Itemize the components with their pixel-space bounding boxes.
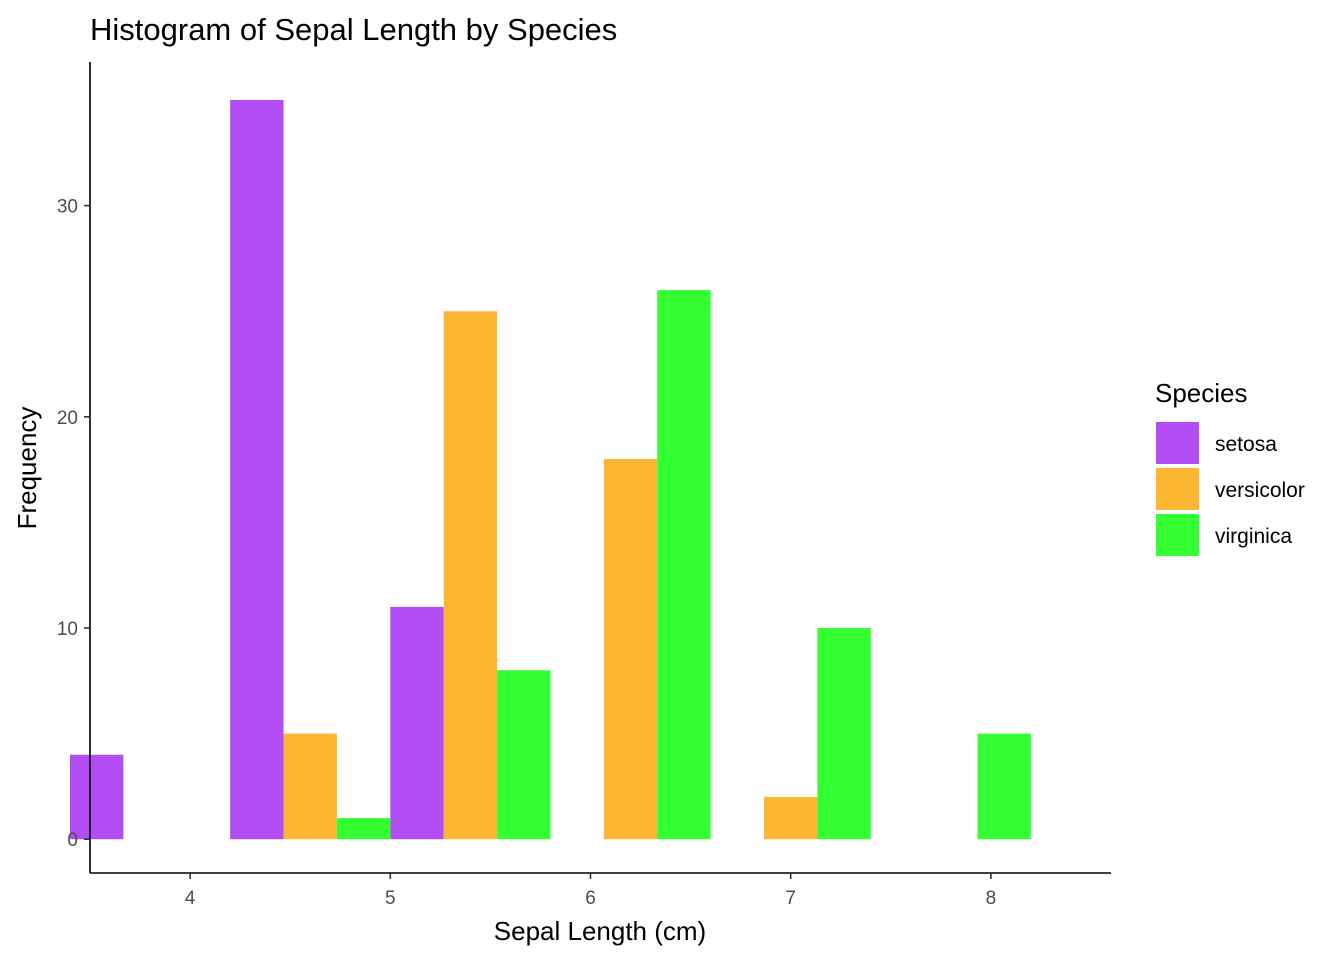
bar-setosa-4.6 — [230, 100, 284, 840]
y-tick-label: 30 — [57, 197, 78, 218]
bar-setosa-5.4 — [390, 606, 444, 840]
bar-versicolor-4.6 — [283, 733, 337, 840]
y-axis-title: Frequency — [12, 407, 42, 530]
x-tick-label: 4 — [185, 888, 196, 909]
legend-swatch-virginica — [1156, 514, 1199, 556]
x-axis-title: Sepal Length (cm) — [494, 916, 706, 946]
y-tick-label: 0 — [67, 830, 78, 851]
y-tick-label: 20 — [57, 408, 78, 429]
y-tick-label: 10 — [57, 619, 78, 640]
x-axis-ticks: 4 5 6 7 8 — [185, 873, 996, 909]
legend-label-versicolor: versicolor — [1215, 479, 1305, 502]
x-tick-label: 7 — [785, 888, 796, 909]
bar-setosa-3.8 — [69, 754, 124, 840]
legend-label-setosa: setosa — [1215, 433, 1277, 456]
plot-area — [69, 100, 1031, 840]
x-tick-label: 5 — [385, 888, 396, 909]
bar-versicolor-6.2 — [603, 459, 658, 840]
x-tick-label: 6 — [585, 888, 596, 909]
legend-label-virginica: virginica — [1215, 525, 1292, 548]
bar-versicolor-7 — [763, 796, 818, 840]
bar-virginica-4.6 — [336, 818, 391, 840]
bar-virginica-7 — [817, 628, 871, 840]
legend-swatch-versicolor — [1156, 468, 1199, 510]
y-axis-ticks: 0 10 20 30 — [57, 197, 90, 851]
chart-title: Histogram of Sepal Length by Species — [90, 12, 617, 47]
x-tick-label: 8 — [986, 888, 997, 909]
legend-swatch-setosa — [1156, 422, 1199, 464]
bar-virginica-6.2 — [657, 290, 711, 840]
bar-virginica-7.8 — [977, 733, 1031, 840]
legend: Species setosa versicolor virginica — [1155, 378, 1305, 556]
bar-virginica-5.4 — [497, 670, 551, 840]
bar-versicolor-5.4 — [443, 311, 498, 840]
legend-title: Species — [1155, 378, 1248, 408]
